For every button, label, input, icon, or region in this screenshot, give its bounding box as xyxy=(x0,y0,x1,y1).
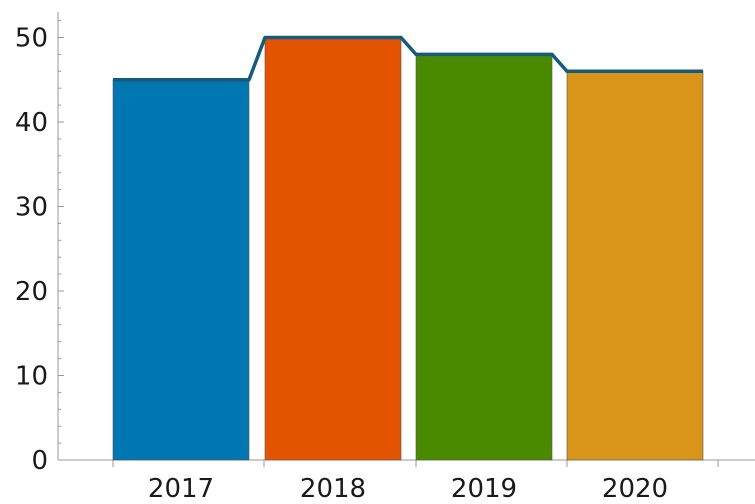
x-tick-label: 2017 xyxy=(148,474,214,500)
y-tick-label: 50 xyxy=(15,24,48,54)
y-tick-label: 40 xyxy=(15,108,48,138)
bar-2019 xyxy=(415,54,553,461)
x-axis-ticks: 2017 2018 2019 2020 xyxy=(148,474,668,504)
y-tick-label: 0 xyxy=(31,446,48,476)
x-tick-label: 2018 xyxy=(300,474,366,500)
x-tick-label: 2020 xyxy=(602,474,668,500)
bar-2018 xyxy=(264,37,402,461)
outline-group xyxy=(113,35,703,82)
y-tick-label: 10 xyxy=(15,362,48,392)
bar-2020 xyxy=(566,71,704,461)
y-axis-ticks: 0 10 20 30 40 50 xyxy=(15,24,48,477)
x-tick-label: 2019 xyxy=(451,474,517,500)
y-tick-label: 20 xyxy=(15,277,48,307)
bars-group xyxy=(112,37,704,461)
bar-2017 xyxy=(112,79,250,461)
top-outline-line xyxy=(113,35,703,82)
y-tick-label: 30 xyxy=(15,193,48,223)
